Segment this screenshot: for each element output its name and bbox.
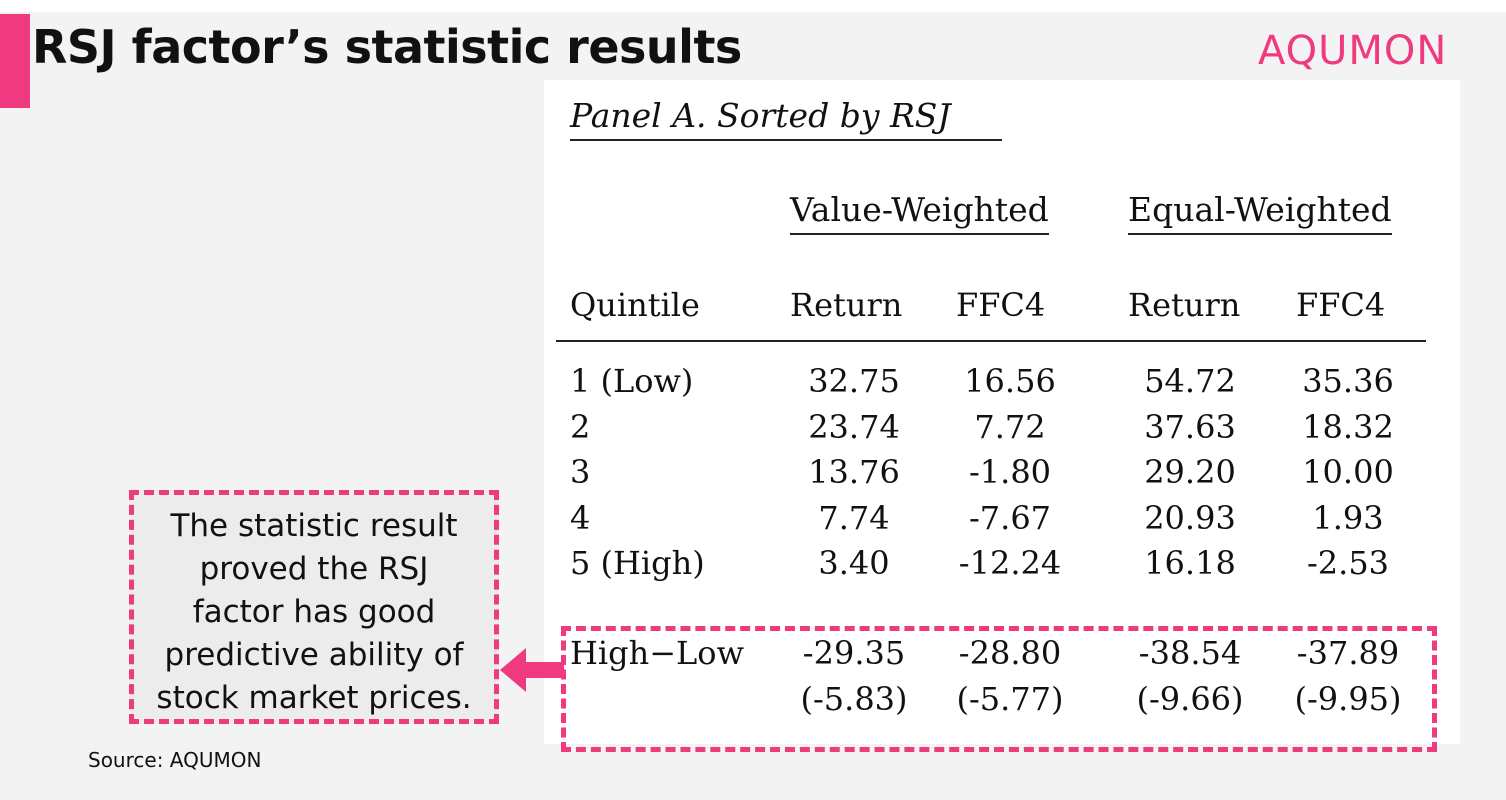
high-low-value: -28.80	[958, 634, 1062, 672]
table-cell: 18.32	[1302, 408, 1394, 446]
group-header-equal-weighted: Equal-Weighted	[1128, 190, 1392, 235]
column-header-ew-ffc4: FFC4	[1296, 286, 1386, 324]
table-cell: 7.72	[974, 408, 1046, 446]
callout-text: The statistic result proved the RSJ fact…	[134, 505, 494, 720]
high-low-value: -29.35	[802, 634, 906, 672]
table-cell: 7.74	[818, 499, 890, 537]
group-header-value-weighted: Value-Weighted	[790, 190, 1049, 235]
table-cell: 32.75	[808, 362, 900, 400]
high-low-value: -38.54	[1138, 634, 1242, 672]
title-accent-bar	[0, 14, 30, 108]
row-label: 2	[570, 408, 591, 446]
arrow-left-icon	[500, 648, 564, 692]
table-cell: 29.20	[1144, 453, 1236, 491]
high-low-value: -37.89	[1296, 634, 1400, 672]
row-label: 1 (Low)	[570, 362, 694, 400]
callout-line: factor has good	[192, 594, 436, 630]
row-label: 3	[570, 453, 591, 491]
high-low-tstat: (-9.95)	[1294, 680, 1402, 718]
table-cell: 20.93	[1144, 499, 1236, 537]
results-table: Panel A. Sorted by RSJ Value-Weighted Eq…	[544, 80, 1460, 744]
table-cell: 10.00	[1302, 453, 1394, 491]
column-header-ew-return: Return	[1128, 286, 1241, 324]
callout-line: predictive ability of	[164, 637, 464, 673]
panel-title: Panel A. Sorted by RSJ	[570, 96, 1002, 141]
callout-line: proved the RSJ	[199, 551, 429, 587]
row-label: 4	[570, 499, 591, 537]
callout-box: The statistic result proved the RSJ fact…	[129, 490, 499, 724]
table-cell: -12.24	[958, 544, 1062, 582]
table-cell: 13.76	[808, 453, 900, 491]
source-note: Source: AQUMON	[88, 748, 262, 772]
table-cell: -7.67	[968, 499, 1052, 537]
table-cell: 37.63	[1144, 408, 1236, 446]
high-low-label: High−Low	[570, 634, 744, 672]
slide-title: RSJ factor’s statistic results	[32, 20, 742, 74]
high-low-tstat: (-9.66)	[1136, 680, 1244, 718]
table-cell: 16.56	[964, 362, 1056, 400]
table-cell: 1.93	[1312, 499, 1384, 537]
table-cell: -2.53	[1306, 544, 1390, 582]
high-low-tstat: (-5.77)	[956, 680, 1064, 718]
table-cell: 54.72	[1144, 362, 1236, 400]
row-label: 5 (High)	[570, 544, 705, 582]
table-cell: -1.80	[968, 453, 1052, 491]
table-cell: 16.18	[1144, 544, 1236, 582]
callout-line: The statistic result	[170, 508, 458, 544]
table-cell: 3.40	[818, 544, 890, 582]
column-header-vw-ffc4: FFC4	[956, 286, 1046, 324]
column-header-vw-return: Return	[790, 286, 903, 324]
table-cell: 23.74	[808, 408, 900, 446]
header-rule	[556, 340, 1426, 342]
high-low-highlight-box	[561, 626, 1437, 752]
table-cell: 35.36	[1302, 362, 1394, 400]
aqumon-logo: AQUMON	[1258, 28, 1448, 74]
callout-line: stock market prices.	[156, 680, 472, 716]
column-header-quintile: Quintile	[570, 286, 700, 324]
high-low-tstat: (-5.83)	[800, 680, 908, 718]
